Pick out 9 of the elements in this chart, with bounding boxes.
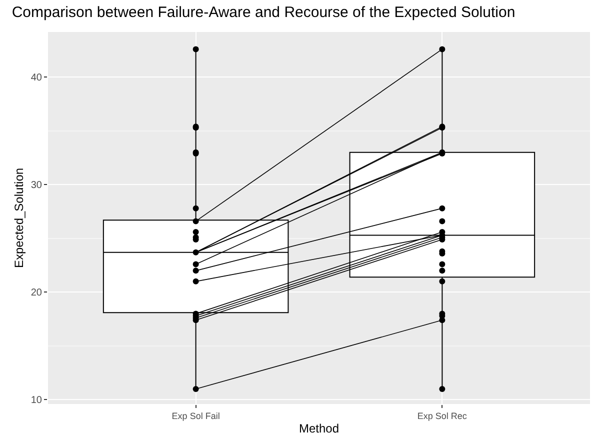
y-tick-label: 10 — [30, 395, 42, 406]
x-tick-label: Exp Sol Fail — [172, 410, 220, 421]
x-tick-label: Exp Sol Rec — [417, 410, 468, 421]
x-axis-title: Method — [298, 422, 340, 436]
y-tick-label: 40 — [30, 72, 42, 84]
y-axis-title: Expected_Solution — [12, 168, 26, 268]
chart-title: Comparison between Failure-Aware and Recourse of the Expected Solution — [12, 4, 516, 22]
y-tick-label: 30 — [30, 180, 42, 192]
y-tick-label: 20 — [30, 288, 42, 299]
